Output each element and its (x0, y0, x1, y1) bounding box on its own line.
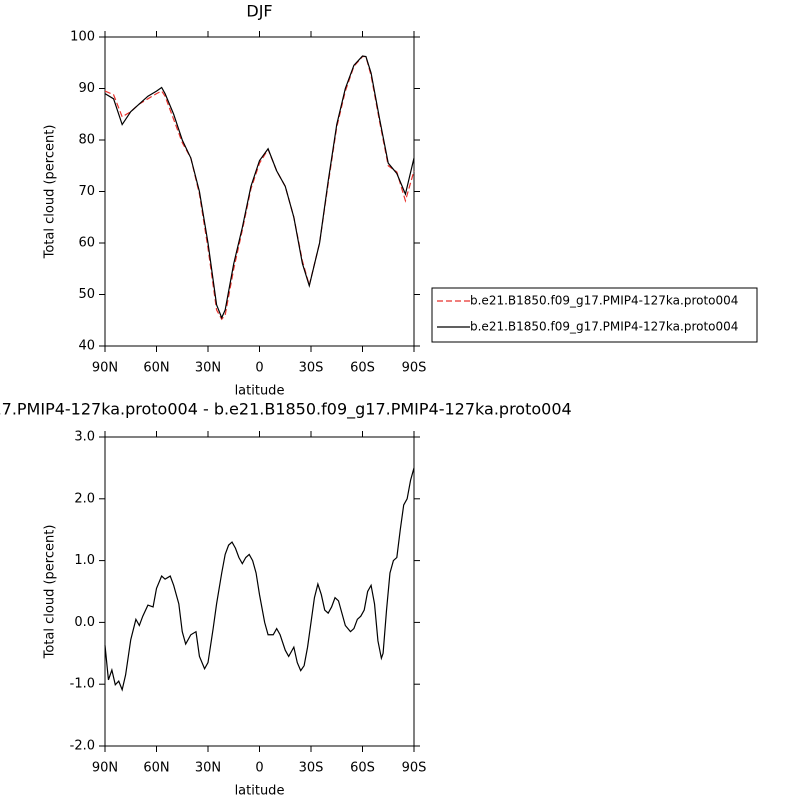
x-tick-label: 30S (299, 761, 324, 776)
x-tick-label: 30N (195, 761, 221, 776)
legend-label: b.e21.B1850.f09_g17.PMIP4-127ka.proto004 (470, 320, 738, 334)
chart-title: DJF (246, 2, 272, 21)
x-tick-label: 0 (255, 761, 263, 776)
chart-title: f09_g17.PMIP4-127ka.proto004 - b.e21.B18… (0, 400, 572, 420)
x-tick-label: 90N (92, 361, 118, 376)
plot-frame (104, 436, 415, 747)
x-tick-label: 0 (255, 361, 263, 376)
y-tick-label: 1.0 (74, 553, 95, 568)
data-line (104, 467, 415, 692)
plot-frame (104, 36, 415, 347)
y-tick-label: -1.0 (70, 677, 95, 692)
y-tick-label: 3.0 (74, 430, 95, 445)
x-tick-label: 90S (402, 361, 427, 376)
x-tick-label: 90N (92, 761, 118, 776)
y-tick-label: 80 (78, 133, 95, 148)
x-tick-label: 60S (350, 361, 375, 376)
y-tick-label: 90 (78, 81, 95, 96)
x-tick-label: 90S (402, 761, 427, 776)
x-tick-label: 30S (299, 361, 324, 376)
y-tick-label: 50 (78, 287, 95, 302)
data-line (104, 55, 415, 321)
x-tick-label: 60N (143, 761, 169, 776)
y-tick-label: 70 (78, 184, 95, 199)
x-tick-label: 60S (350, 761, 375, 776)
y-tick-label: 2.0 (74, 491, 95, 506)
y-tick-label: 100 (70, 30, 95, 45)
y-tick-label: 60 (78, 236, 95, 251)
x-axis-label: latitude (235, 784, 285, 799)
x-axis-label: latitude (235, 384, 285, 399)
y-tick-label: -2.0 (70, 739, 95, 754)
y-axis-label: Total cloud (percent) (43, 525, 58, 660)
x-tick-label: 60N (143, 361, 169, 376)
y-axis-label: Total cloud (percent) (43, 125, 58, 260)
y-tick-label: 0.0 (74, 615, 95, 630)
legend-label: b.e21.B1850.f09_g17.PMIP4-127ka.proto004 (470, 294, 738, 308)
x-tick-label: 30N (195, 361, 221, 376)
y-tick-label: 40 (78, 339, 95, 354)
legend-box (431, 287, 758, 343)
data-line (104, 55, 415, 320)
